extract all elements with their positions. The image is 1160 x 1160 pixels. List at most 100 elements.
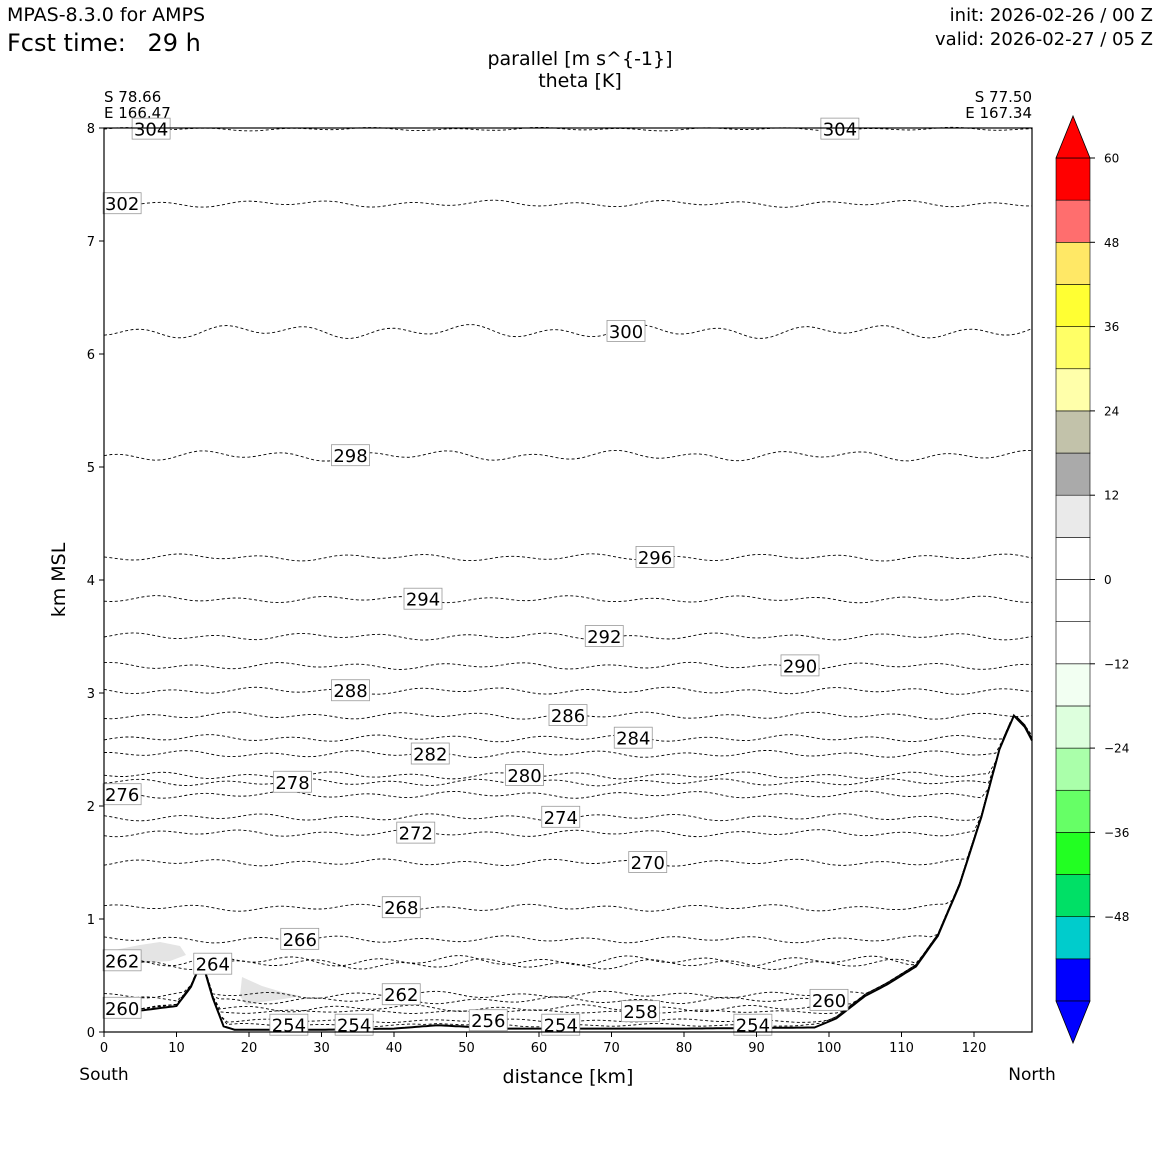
theta-contour-line [103, 595, 1032, 604]
axes: 0 10 20 30 40 50 60 70 80 90 100 110 120 0 1 2 3 4 5 6 7 8 [87, 122, 987, 1056]
colorbar-segment [1055, 410, 1091, 454]
theta-contour-label: 282 [410, 742, 450, 766]
theta-contour-line [103, 553, 1033, 562]
theta-label-box [273, 770, 312, 793]
theta-contour-line [103, 711, 1033, 720]
chart-title-line2: theta [K] [538, 70, 622, 92]
theta-contour-label: 284 [613, 726, 653, 750]
x-axis-label: distance [km] [503, 1066, 634, 1088]
forecast-time-value: 29 h [147, 29, 201, 57]
theta-contour-label: 262 [381, 983, 421, 1006]
colorbar-segment [1055, 326, 1091, 370]
theta-label-box [628, 851, 668, 873]
theta-label-box [331, 679, 370, 702]
theta-contour-line [103, 632, 1033, 641]
theta-contour-line [103, 686, 1033, 695]
x-tick-label: 40 [386, 1041, 403, 1056]
left-endpoint-lat: S 78.66 [104, 88, 162, 106]
x-tick-label: 100 [817, 1041, 842, 1056]
x-tick-label: 90 [748, 1041, 765, 1056]
theta-label-text: 296 [638, 548, 672, 569]
theta-label-text: 256 [471, 1011, 505, 1032]
colorbar-over-arrow [1055, 114, 1091, 159]
theta-label-text: 270 [631, 853, 665, 874]
valid-time: valid: 2026-02-27 / 05 Z [935, 29, 1153, 50]
y-tick-label: 0 [87, 1026, 95, 1041]
colorbar-tick-label: 36 [1104, 320, 1119, 334]
theta-label-box [102, 949, 142, 972]
theta-label-text: 264 [196, 955, 230, 976]
theta-contour-label: 264 [193, 952, 233, 976]
theta-label-text: 298 [333, 446, 367, 467]
theta-contour-label: 268 [381, 896, 421, 919]
theta-label-text: 294 [406, 590, 440, 611]
theta-label-box [820, 117, 860, 140]
north-label: North [1008, 1065, 1056, 1085]
theta-contour-line [103, 717, 1033, 1028]
colorbar-segment [1055, 537, 1091, 580]
theta-label-box [331, 444, 370, 467]
theta-contour-line [103, 717, 1033, 1014]
theta-contour-line [103, 717, 1033, 838]
forecast-time: Fcst time: 29 h [7, 30, 201, 56]
colorbar-tick-label: −12 [1104, 657, 1129, 671]
theta-label-text: 254 [544, 1016, 578, 1037]
theta-label-text: 260 [105, 999, 139, 1020]
theta-label-box [102, 192, 142, 215]
theta-label-text: 282 [413, 745, 447, 766]
theta-label-text: 268 [384, 898, 418, 919]
theta-label-box [193, 952, 233, 975]
theta-contour-label: 278 [273, 770, 312, 794]
theta-label-text: 254 [736, 1016, 770, 1037]
theta-contour-line [103, 717, 1033, 1013]
theta-label-box [733, 1013, 773, 1036]
theta-contour-label: 272 [396, 821, 436, 845]
theta-contour-label: 254 [269, 1013, 309, 1037]
theta-label-box [548, 704, 588, 726]
theta-label-box [780, 654, 820, 677]
theta-contour-label: 254 [733, 1013, 773, 1037]
theta-label-text: 304 [134, 120, 168, 141]
theta-contour-label: 270 [628, 851, 668, 874]
theta-contour-label: 254 [334, 1013, 374, 1037]
x-tick-label: 60 [531, 1041, 548, 1056]
theta-label-text: 260 [812, 991, 846, 1012]
colorbar-segment [1055, 284, 1091, 327]
theta-label-text: 258 [623, 1002, 657, 1023]
theta-contour-label: 288 [331, 679, 370, 702]
theta-contour-label: 254 [541, 1013, 581, 1037]
theta-label-box [269, 1013, 309, 1036]
colorbar: 60 48 36 24 12 0 −12 −24 −36 −48 [1055, 114, 1129, 1045]
colorbar-tick-label: 24 [1104, 404, 1119, 418]
theta-contour-line [103, 717, 1033, 967]
theta-label-text: 284 [616, 729, 650, 750]
theta-contour-line [103, 717, 1033, 743]
south-label: South [79, 1065, 129, 1085]
theta-contour-label: 302 [102, 192, 142, 215]
theta-contour-label: 294 [403, 587, 443, 611]
right-endpoint-lon: E 167.34 [965, 104, 1032, 122]
theta-contour-line [103, 717, 1033, 787]
theta-label-box [381, 983, 421, 1006]
theta-contour-label: 276 [102, 783, 142, 806]
theta-contour-label: 262 [102, 949, 142, 972]
theta-label-text: 286 [551, 706, 585, 727]
right-endpoint-lat: S 77.50 [974, 88, 1032, 106]
colorbar-segment [1055, 199, 1091, 243]
theta-label-box [809, 988, 849, 1011]
theta-contour-line [103, 717, 1033, 999]
theta-label-box [505, 764, 544, 786]
theta-label-box [606, 319, 646, 342]
x-tick-label: 30 [313, 1041, 330, 1056]
theta-contour-line [103, 717, 1033, 867]
y-axis-label: km MSL [48, 542, 70, 617]
init-time: init: 2026-02-26 / 00 Z [949, 5, 1153, 26]
theta-label-box [280, 927, 320, 950]
x-tick-label: 120 [962, 1041, 987, 1056]
chart-title-line1: parallel [m s^{-1}] [487, 48, 673, 70]
colorbar-tick-label: −24 [1104, 742, 1129, 756]
y-tick-label: 6 [87, 348, 95, 363]
theta-contour-label: 286 [548, 704, 588, 727]
theta-label-box [410, 742, 450, 765]
